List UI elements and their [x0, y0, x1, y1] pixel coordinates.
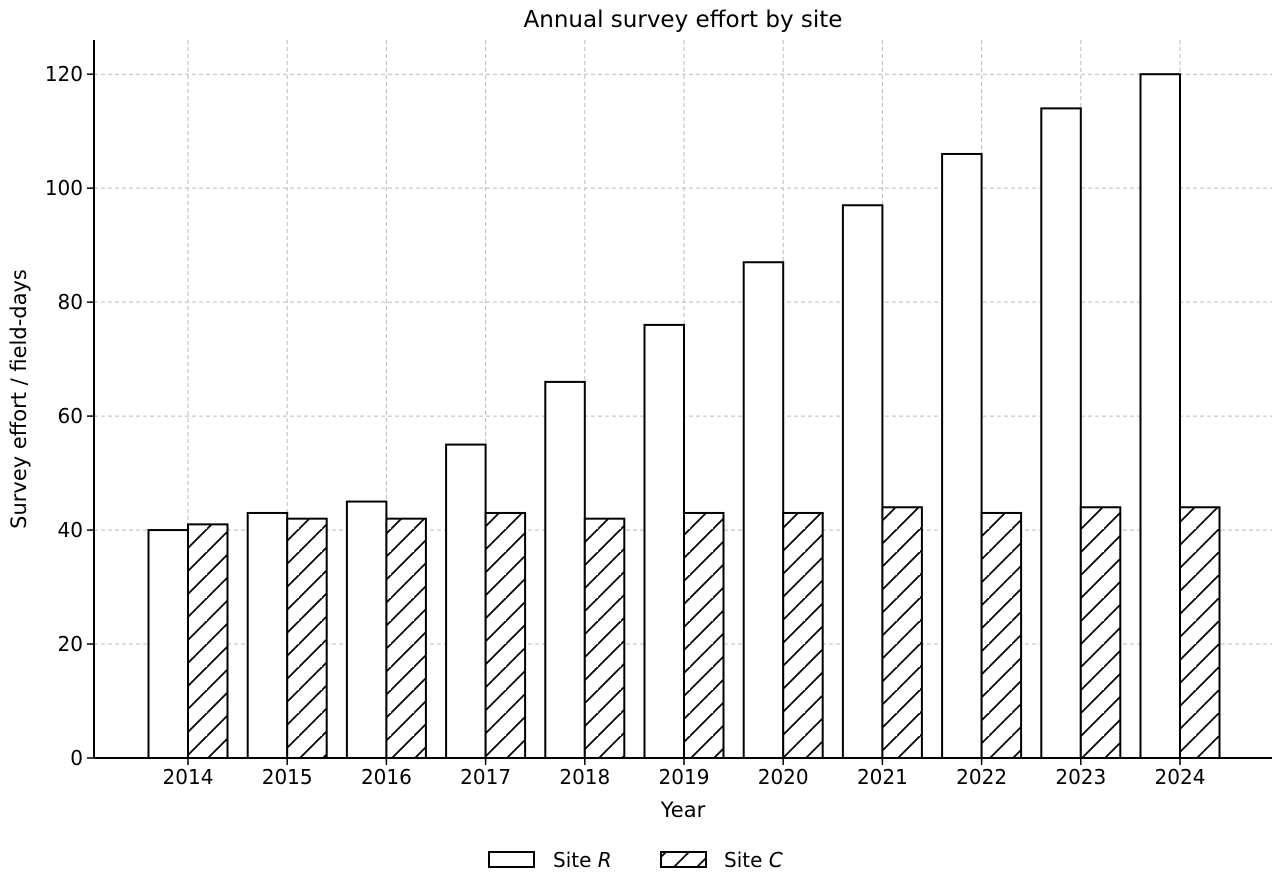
y-tick-label-5: 100 — [45, 176, 83, 200]
x-tick-label-2019: 2019 — [659, 765, 710, 789]
bar-c-2016-hatch — [386, 518, 426, 758]
legend: Site R Site C — [488, 848, 783, 872]
x-tick-label-2022: 2022 — [956, 765, 1007, 789]
axes — [93, 40, 1272, 759]
legend-label-site-c: Site C — [724, 848, 783, 872]
y-tick-label-2: 40 — [58, 518, 83, 542]
x-tick-label-2021: 2021 — [857, 765, 908, 789]
x-tick-label-2017: 2017 — [460, 765, 511, 789]
bar-c-2024-hatch — [1180, 507, 1220, 758]
y-ticks: 0 20 40 60 80 100 120 — [45, 62, 94, 770]
bar-r-2018-fill — [545, 381, 585, 758]
bar-c-2018-hatch — [584, 518, 625, 758]
bar-c-2022-hatch — [981, 512, 1022, 758]
bar-c-2014-hatch — [188, 524, 228, 758]
x-tick-label-2020: 2020 — [758, 765, 809, 789]
bar-r-2022-fill — [942, 153, 982, 758]
bar-r-2024-fill — [1140, 74, 1180, 758]
bar-r-2023-fill — [1041, 108, 1081, 758]
y-tick-label-4: 80 — [58, 290, 83, 314]
bar-r-2021-fill — [842, 205, 883, 758]
legend-swatch-r — [488, 851, 535, 868]
bar-c-2017-hatch — [485, 512, 526, 758]
legend-swatch-hatch-c — [661, 852, 706, 867]
legend-swatch-c — [660, 851, 707, 868]
bar-c-2020-hatch — [783, 512, 823, 758]
x-ticks: 2014 2015 2016 2017 2018 2019 2020 2021 2022 2023… — [163, 758, 1206, 789]
bar-r-2019-fill — [644, 324, 684, 758]
bar-r-2015-fill — [247, 512, 288, 758]
bar-c-2019-hatch — [684, 512, 724, 758]
y-tick-label-3: 60 — [58, 404, 83, 428]
x-tick-label-2023: 2023 — [1055, 765, 1106, 789]
x-tick-label-2016: 2016 — [361, 765, 412, 789]
x-tick-label-2015: 2015 — [262, 765, 313, 789]
x-tick-label-2014: 2014 — [163, 765, 214, 789]
bar-r-2016-fill — [346, 501, 387, 758]
y-tick-label-0: 0 — [70, 746, 83, 770]
chart-title: Annual survey effort by site — [524, 7, 843, 33]
y-axis-label: Survey effort / field-days — [7, 269, 31, 529]
bar-c-2023-hatch — [1080, 507, 1121, 758]
bar-r-2017-fill — [446, 444, 486, 758]
y-tick-label-6: 120 — [45, 62, 83, 86]
x-tick-label-2018: 2018 — [559, 765, 610, 789]
legend-label-site-r: Site R — [553, 848, 612, 872]
bar-c-2015-hatch — [287, 518, 327, 758]
legend-item-site-c: Site C — [660, 848, 783, 872]
bar-r-2020-fill — [743, 262, 784, 758]
x-tick-label-2024: 2024 — [1155, 765, 1206, 789]
legend-item-site-r: Site R — [488, 848, 612, 872]
x-axis-label: Year — [660, 798, 706, 822]
y-tick-label-1: 20 — [58, 632, 83, 656]
bar-r-2014-fill — [148, 530, 188, 758]
bar-c-2021-hatch — [882, 507, 922, 758]
legend-swatch-fill-r — [489, 852, 534, 867]
